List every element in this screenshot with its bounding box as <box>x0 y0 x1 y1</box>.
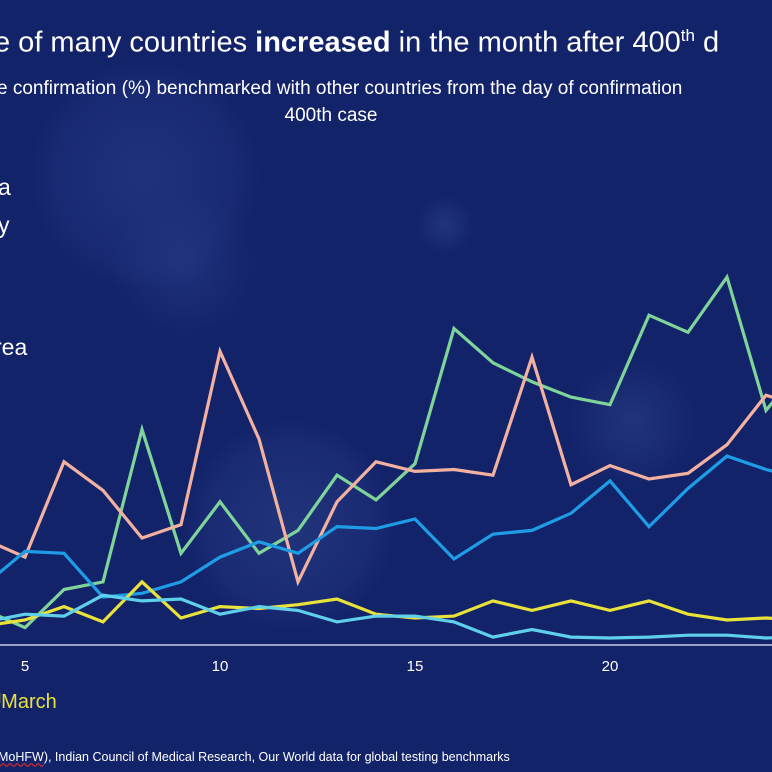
series-line-2 <box>0 454 772 599</box>
series-line-1 <box>0 346 772 587</box>
legend-entry: y <box>0 212 10 238</box>
x-tick-label: 15 <box>407 658 424 675</box>
chart-subtitle: e confirmation (%) benchmarked with othe… <box>0 78 683 99</box>
x-tick-label: 20 <box>602 658 619 675</box>
series-line-4 <box>0 593 772 640</box>
chart-title: e of many countries increased in the mon… <box>0 26 720 59</box>
legend-entry: a <box>0 174 11 200</box>
source-note: MoHFW), Indian Council of Medical Resear… <box>0 750 510 764</box>
series-line-0 <box>0 273 772 630</box>
x-axis-label: ˡMarch <box>0 691 57 713</box>
x-tick-label: 10 <box>212 658 229 675</box>
series-line-3 <box>0 579 772 626</box>
chart-subtitle-line2: 400th case <box>284 105 378 126</box>
legend-entry: rea <box>0 334 28 360</box>
x-tick-label: 5 <box>21 658 29 675</box>
